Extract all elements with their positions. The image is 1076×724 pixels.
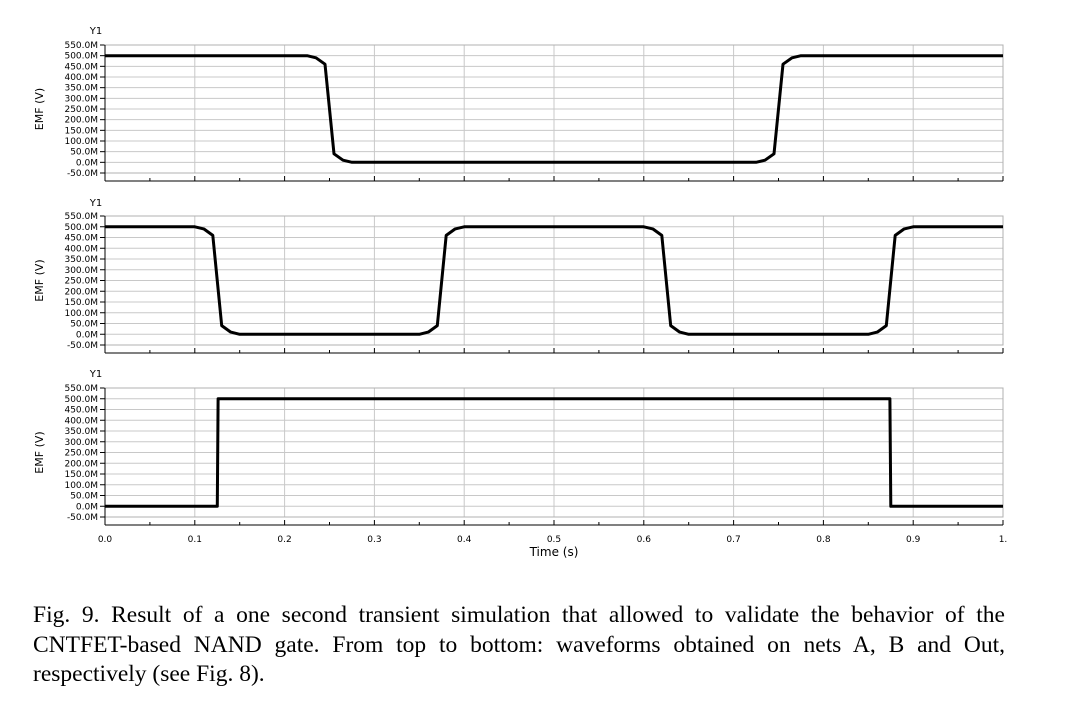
x-tick-label: 0.8	[816, 535, 831, 545]
series-line-1	[105, 54, 1003, 164]
x-tick-label: 0.7	[726, 535, 740, 545]
y-tick-label: 150.0M	[64, 298, 98, 308]
chart-panel-1: 550.0M500.0M450.0M400.0M350.0M300.0M250.…	[33, 26, 1004, 182]
y-tick-label: 450.0M	[64, 406, 98, 416]
y-axis-label: EMF (V)	[33, 88, 46, 130]
y-tick-label: 50.0M	[70, 148, 98, 158]
x-axis-label: Time (s)	[529, 545, 579, 559]
y-tick-label: 350.0M	[64, 84, 98, 94]
x-tick-label: 0.4	[457, 535, 472, 545]
y-axis-label: EMF (V)	[33, 259, 46, 301]
x-tick-label: 0.3	[367, 535, 381, 545]
y-tick-label: 550.0M	[64, 384, 98, 394]
y-tick-label: 200.0M	[64, 287, 98, 297]
y-axis-title: Y1	[89, 26, 102, 37]
y-tick-label: 250.0M	[64, 449, 98, 459]
x-tick-label: 1.	[999, 535, 1008, 545]
y-tick-label: 550.0M	[64, 41, 98, 51]
y-tick-label: 150.0M	[64, 126, 98, 136]
y-tick-label: 200.0M	[64, 116, 98, 126]
chart-panel-3: 550.0M500.0M450.0M400.0M350.0M300.0M250.…	[33, 369, 1007, 559]
x-tick-label: 0.9	[906, 535, 921, 545]
y-tick-label: 0.0M	[76, 330, 98, 340]
y-tick-label: 500.0M	[64, 395, 98, 405]
series-line-1	[105, 397, 1003, 508]
y-tick-label: 50.0M	[70, 320, 98, 330]
y-tick-label: 200.0M	[64, 459, 98, 469]
y-tick-label: 350.0M	[64, 255, 98, 265]
y-tick-label: 400.0M	[64, 244, 98, 254]
x-tick-label: 0.2	[277, 535, 291, 545]
y-tick-label: 300.0M	[64, 438, 98, 448]
y-tick-label: 300.0M	[64, 266, 98, 276]
chart-panel-2: 550.0M500.0M450.0M400.0M350.0M300.0M250.…	[33, 198, 1004, 354]
y-tick-label: 50.0M	[70, 492, 98, 502]
y-tick-label: 250.0M	[64, 105, 98, 115]
y-tick-label: 450.0M	[64, 62, 98, 72]
y-tick-label: 450.0M	[64, 234, 98, 244]
y-tick-label: 300.0M	[64, 94, 98, 104]
x-tick-label: 0.0	[98, 535, 113, 545]
y-tick-label: 250.0M	[64, 277, 98, 287]
y-axis-title: Y1	[89, 369, 102, 380]
y-tick-label: -50.0M	[67, 169, 98, 179]
y-tick-label: 500.0M	[64, 52, 98, 62]
y-tick-label: 500.0M	[64, 223, 98, 233]
y-axis-title: Y1	[89, 198, 102, 209]
waveform-figure: 550.0M500.0M450.0M400.0M350.0M300.0M250.…	[33, 26, 1007, 559]
y-tick-label: 150.0M	[64, 470, 98, 480]
y-tick-label: -50.0M	[67, 341, 98, 351]
y-tick-label: 100.0M	[64, 137, 98, 147]
y-tick-label: -50.0M	[67, 513, 98, 523]
y-axis-label: EMF (V)	[33, 431, 46, 473]
y-tick-label: 100.0M	[64, 309, 98, 319]
y-tick-label: 400.0M	[64, 416, 98, 426]
y-tick-label: 350.0M	[64, 427, 98, 437]
figure-caption: Fig. 9. Result of a one second transient…	[33, 602, 1005, 687]
x-tick-label: 0.6	[637, 535, 652, 545]
x-tick-label: 0.5	[547, 535, 561, 545]
x-tick-label: 0.1	[188, 535, 202, 545]
y-tick-label: 100.0M	[64, 481, 98, 491]
y-tick-label: 400.0M	[64, 73, 98, 83]
y-tick-label: 550.0M	[64, 212, 98, 222]
y-tick-label: 0.0M	[76, 502, 98, 512]
y-tick-label: 0.0M	[76, 158, 98, 168]
series-line-1	[105, 225, 1003, 336]
